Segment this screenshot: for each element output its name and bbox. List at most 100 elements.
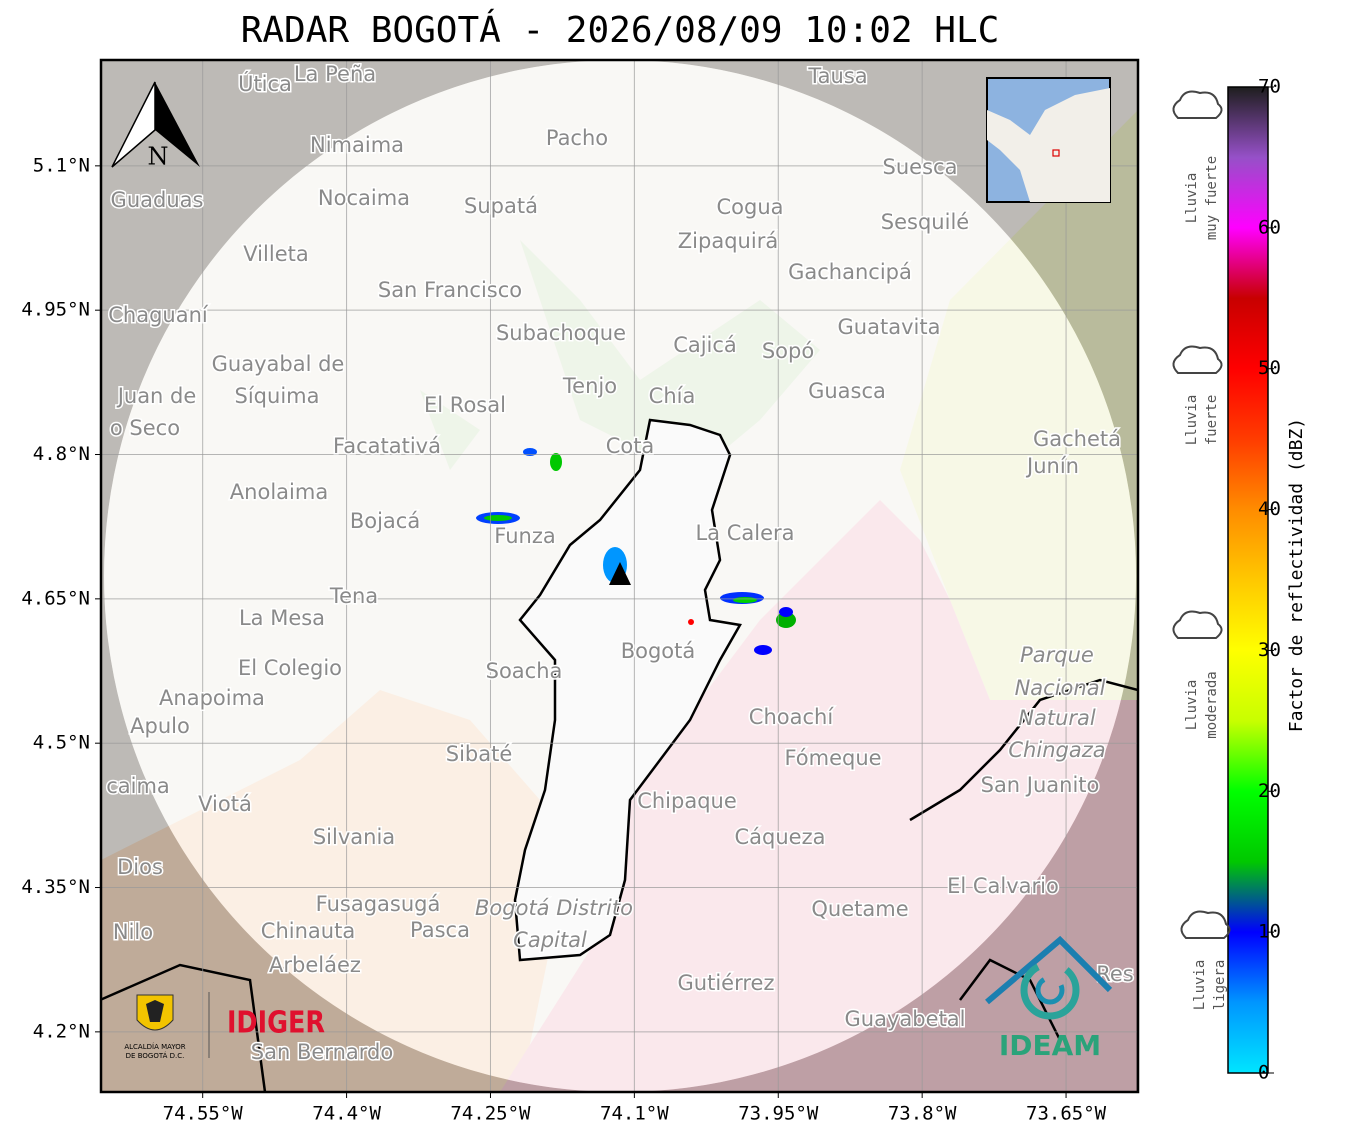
place-label: Nocaima <box>318 186 410 210</box>
intensity-label: ligera <box>1212 960 1228 1011</box>
radar-site <box>609 562 631 585</box>
place-label: Dios <box>117 855 163 879</box>
place-label: Guayabetal <box>845 1007 966 1031</box>
north-arrow: N <box>111 81 200 171</box>
place-label: Viotá <box>198 792 252 816</box>
place-label: Quetame <box>811 897 908 921</box>
place-label: Juan de <box>116 384 197 408</box>
colorbar-tick-label: 40 <box>1258 498 1281 520</box>
place-label: El Calvario <box>947 874 1059 898</box>
intensity-label: Lluvia <box>1184 173 1200 224</box>
north-label: N <box>148 143 169 171</box>
colorbar-tick-label: 60 <box>1258 216 1281 238</box>
place-label: Apulo <box>130 714 190 738</box>
place-label: Silvania <box>313 825 395 849</box>
place-label: Subachoque <box>496 321 626 345</box>
colorbar-tick-label: 0 <box>1258 1062 1269 1084</box>
place-label: Tausa <box>807 64 867 88</box>
place-label: Chaguaní <box>108 303 209 327</box>
place-label: Chipaque <box>637 789 737 813</box>
y-tick-label: 4.8°N <box>33 443 90 465</box>
place-label: Funza <box>494 524 555 548</box>
intensity-label: Lluvia <box>1192 960 1208 1011</box>
colorbar-tick-label: 20 <box>1258 780 1281 802</box>
place-label: El Colegio <box>238 656 342 680</box>
place-label: Guayabal de <box>212 352 345 376</box>
y-tick-label: 4.2°N <box>33 1020 90 1042</box>
colorbar-tick-label: 70 <box>1258 76 1281 98</box>
place-label: Nacional <box>1015 676 1106 700</box>
ideam-logo: IDEAM <box>985 935 1113 1062</box>
inset-map <box>986 77 1111 203</box>
place-label: Sopó <box>762 339 814 363</box>
place-label: Sesquilé <box>881 210 969 234</box>
place-label: Gutiérrez <box>678 971 775 995</box>
intensity-legend <box>1172 90 1231 939</box>
colorbar-tick-label: 50 <box>1258 357 1281 379</box>
place-label: Fómeque <box>784 746 881 770</box>
place-label: Junín <box>1025 454 1079 478</box>
place-label: Síquima <box>235 384 320 408</box>
place-label: Gachetá <box>1033 427 1121 451</box>
place-label: Natural <box>1018 706 1096 730</box>
place-label: Capital <box>513 928 587 952</box>
place-label: Suesca <box>883 155 958 179</box>
y-tick-label: 4.95°N <box>21 299 90 321</box>
place-label: o Seco <box>110 416 180 440</box>
place-label: San Bernardo <box>251 1040 393 1064</box>
place-label: Útica <box>238 71 292 96</box>
place-label: Fusagasugá <box>316 892 441 916</box>
place-label: Parque <box>1020 643 1094 667</box>
intensity-label: fuerte <box>1204 395 1220 446</box>
colorbar <box>1227 86 1269 1074</box>
place-label: Choachí <box>749 705 835 729</box>
map-title: RADAR BOGOTÁ - 2026/08/09 10:02 HLC <box>241 9 1000 51</box>
place-label: Cáqueza <box>735 825 826 849</box>
place-label: Anolaima <box>230 480 328 504</box>
place-label: Cogua <box>716 195 783 219</box>
intensity-label: Lluvia <box>1184 680 1200 731</box>
place-label: Arbeláez <box>269 953 361 977</box>
place-label: Nilo <box>113 920 153 944</box>
place-label: San Francisco <box>378 278 522 302</box>
place-label: La Mesa <box>239 606 325 630</box>
place-label: Bogotá <box>621 639 696 663</box>
intensity-label: Lluvia <box>1184 395 1200 446</box>
place-label: Anapoima <box>159 686 265 710</box>
colorbar-axis: 0 10 20 30 40 50 60 70 <box>1258 76 1281 1084</box>
map-frame <box>99 58 1140 1094</box>
y-tick-label: 4.35°N <box>21 876 90 898</box>
alcaldia-logo: ALCALDÍA MAYOR DE BOGOTÁ D.C. IDIGER <box>124 992 325 1060</box>
place-label: Cajicá <box>673 333 737 357</box>
x-tick-label: 73.95°W <box>738 1103 819 1125</box>
place-label: Bojacá <box>350 509 420 533</box>
place-label: San Juanito <box>981 773 1100 797</box>
place-label: Pasca <box>410 918 470 942</box>
place-label: Chía <box>649 384 696 408</box>
place-label: Chinauta <box>261 919 355 943</box>
intensity-label: muy fuerte <box>1204 156 1220 240</box>
place-label: Sibaté <box>446 742 513 766</box>
place-label: Bogotá Distrito <box>475 896 633 920</box>
grid <box>101 60 1138 1092</box>
y-tick-label: 5.1°N <box>33 154 90 176</box>
place-labels: Útica La Peña Tausa Pacho Nimaima Guaduas Noca… <box>105 61 1136 1066</box>
y-tick-label: 4.65°N <box>21 587 90 609</box>
place-label: El Rosal <box>424 393 506 417</box>
place-label: Guasca <box>808 379 886 403</box>
y-tick-label: 4.5°N <box>33 732 90 754</box>
x-tick-label: 74.25°W <box>450 1103 531 1125</box>
place-label: Tena <box>329 584 378 608</box>
intensity-label: moderada <box>1204 671 1220 738</box>
place-label: Supatá <box>464 194 538 218</box>
place-label: Chingaza <box>1008 738 1105 762</box>
basemap <box>101 60 1138 1092</box>
x-tick-label: 74.4°W <box>312 1103 381 1125</box>
colorbar-label: Factor de reflectividad (dBZ) <box>1286 418 1307 732</box>
place-label: caima <box>106 774 170 798</box>
x-tick-label: 73.65°W <box>1026 1103 1107 1125</box>
x-tick-label: 74.1°W <box>600 1103 669 1125</box>
place-label: Cota <box>606 434 655 458</box>
place-label: Facatativá <box>333 434 441 458</box>
